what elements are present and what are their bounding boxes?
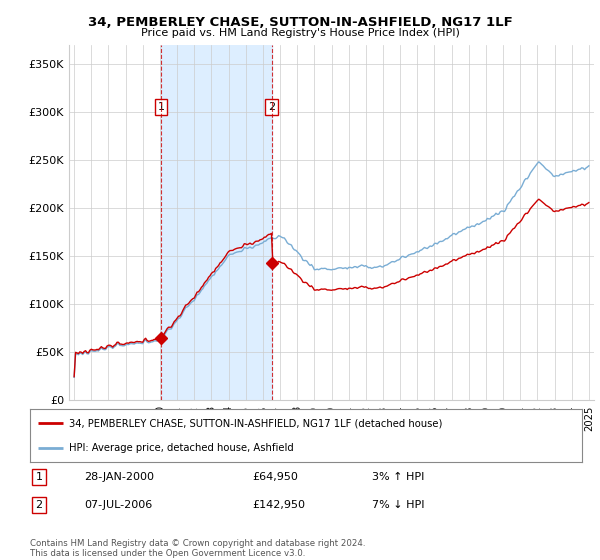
Text: 34, PEMBERLEY CHASE, SUTTON-IN-ASHFIELD, NG17 1LF: 34, PEMBERLEY CHASE, SUTTON-IN-ASHFIELD,… [88, 16, 512, 29]
Text: 28-JAN-2000: 28-JAN-2000 [84, 472, 154, 482]
Text: 3% ↑ HPI: 3% ↑ HPI [372, 472, 424, 482]
Text: This data is licensed under the Open Government Licence v3.0.: This data is licensed under the Open Gov… [30, 549, 305, 558]
Text: Price paid vs. HM Land Registry's House Price Index (HPI): Price paid vs. HM Land Registry's House … [140, 28, 460, 38]
Text: £142,950: £142,950 [252, 500, 305, 510]
Text: 1: 1 [158, 102, 164, 112]
Text: 07-JUL-2006: 07-JUL-2006 [84, 500, 152, 510]
Text: 34, PEMBERLEY CHASE, SUTTON-IN-ASHFIELD, NG17 1LF (detached house): 34, PEMBERLEY CHASE, SUTTON-IN-ASHFIELD,… [68, 418, 442, 428]
Text: HPI: Average price, detached house, Ashfield: HPI: Average price, detached house, Ashf… [68, 442, 293, 452]
Text: 2: 2 [268, 102, 275, 112]
Text: 1: 1 [35, 472, 43, 482]
Bar [161, 45, 272, 400]
Text: 2: 2 [35, 500, 43, 510]
Text: Contains HM Land Registry data © Crown copyright and database right 2024.: Contains HM Land Registry data © Crown c… [30, 539, 365, 548]
Text: 7% ↓ HPI: 7% ↓ HPI [372, 500, 425, 510]
Text: £64,950: £64,950 [252, 472, 298, 482]
